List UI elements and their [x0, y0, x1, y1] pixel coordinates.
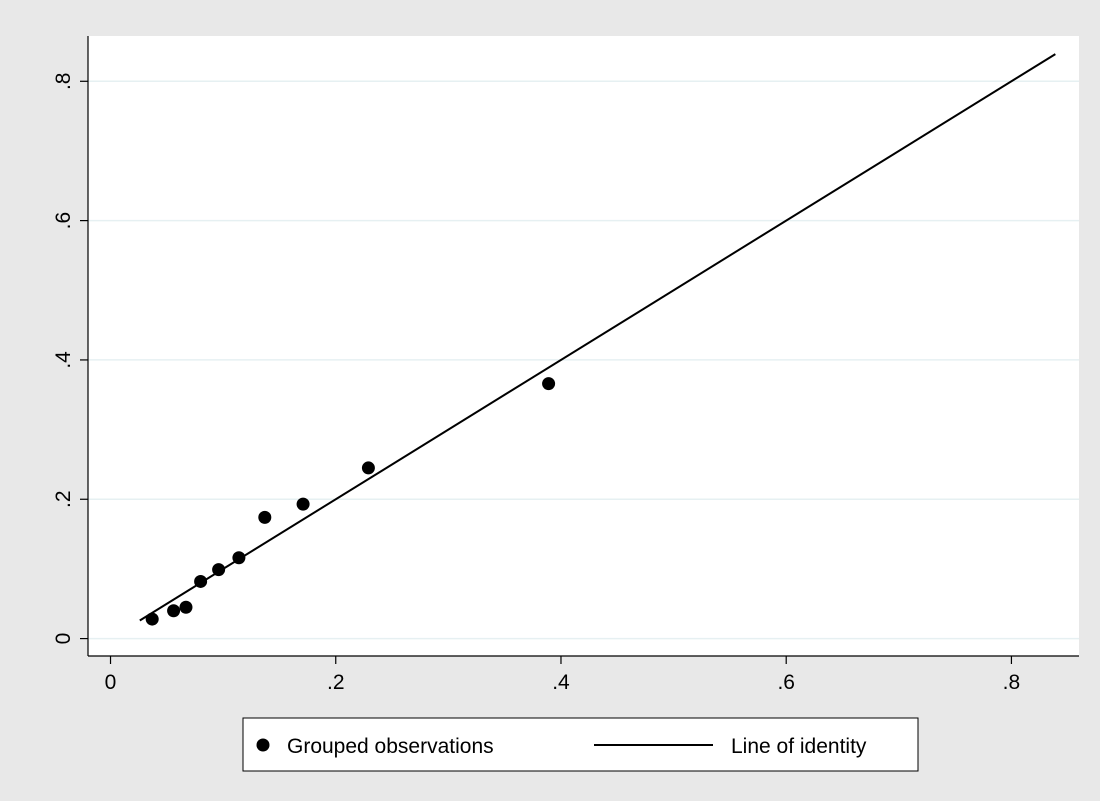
grouped-observation-point-0 — [145, 612, 159, 626]
x-tick-label-2: .4 — [552, 671, 570, 694]
grouped-observation-point-4 — [212, 563, 226, 577]
legend: Grouped observations Line of identity — [242, 717, 919, 772]
grouped-observation-point-2 — [179, 600, 193, 614]
x-axis-ticks: 0 .2 .4 .6 .8 — [105, 656, 1021, 694]
grouped-observation-point-8 — [361, 461, 375, 475]
grouped-observation-point-6 — [258, 510, 272, 524]
grouped-observation-point-7 — [296, 497, 310, 511]
y-tick-label-4: .8 — [52, 73, 75, 91]
grouped-observation-point-9 — [542, 377, 556, 391]
x-tick-label-3: .6 — [777, 671, 795, 694]
x-tick-label-0: 0 — [105, 671, 117, 694]
grouped-observation-point-3 — [194, 574, 208, 588]
y-tick-label-2: .4 — [52, 351, 75, 369]
y-tick-label-0: 0 — [52, 633, 75, 645]
axes — [87, 36, 1079, 657]
y-axis-ticks: 0 .2 .4 .6 .8 — [52, 73, 88, 645]
gridlines — [88, 80, 1079, 640]
line-of-identity — [139, 53, 1056, 622]
identity-line-layer — [139, 53, 1056, 622]
legend-marker-grouped-observations — [256, 738, 270, 752]
x-tick-label-1: .2 — [327, 671, 345, 694]
points-layer — [145, 377, 556, 626]
legend-box — [242, 717, 919, 772]
x-tick-label-4: .8 — [1003, 671, 1021, 694]
y-tick-label-1: .2 — [52, 491, 75, 509]
legend-label-grouped-observations: Grouped observations — [287, 735, 494, 758]
legend-label-line-of-identity: Line of identity — [731, 735, 867, 758]
grouped-observation-point-1 — [167, 604, 181, 618]
grouped-observation-point-5 — [232, 551, 246, 565]
y-tick-label-3: .6 — [52, 212, 75, 230]
